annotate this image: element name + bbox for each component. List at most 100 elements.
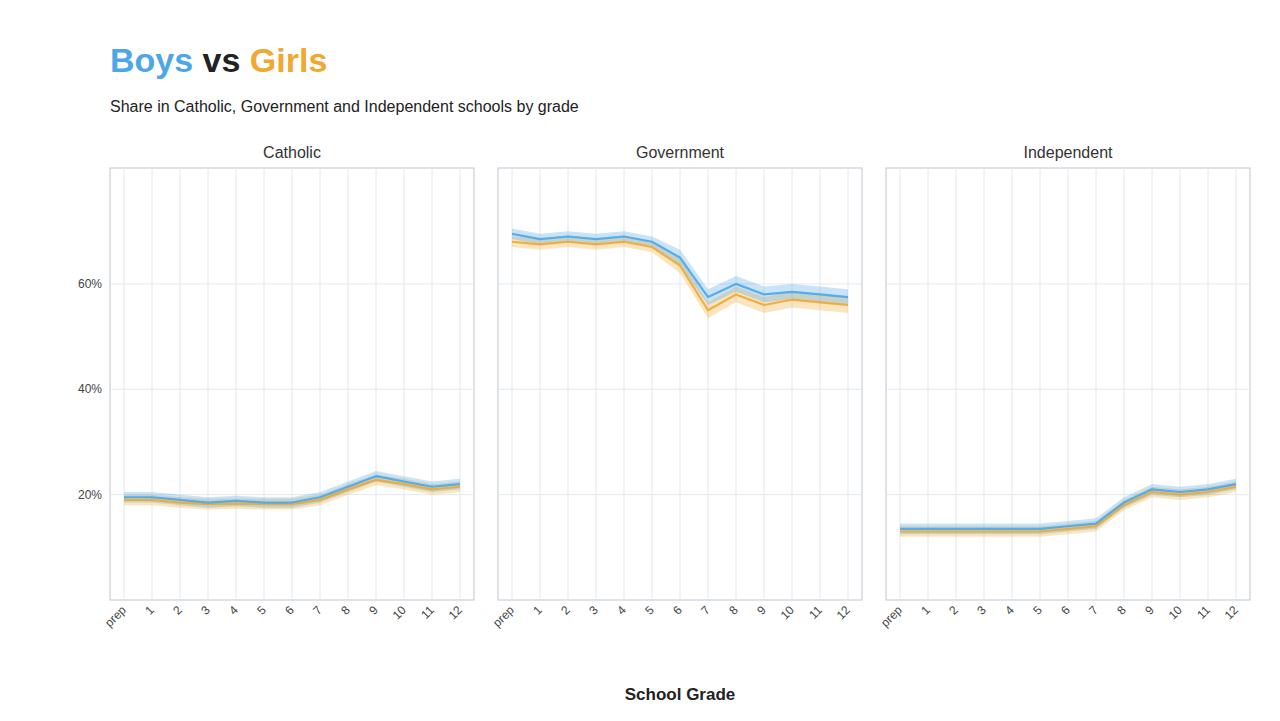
grid-line-x bbox=[292, 168, 293, 600]
panel: prep123456789101112Government bbox=[490, 144, 862, 630]
series-line bbox=[900, 484, 1236, 529]
x-tick-label: 12 bbox=[834, 603, 854, 623]
grid-line-x bbox=[404, 168, 405, 600]
grid-line-x bbox=[376, 168, 377, 600]
x-tick-label: 2 bbox=[170, 603, 185, 618]
grid-line-x bbox=[540, 168, 541, 600]
grid-line-x bbox=[236, 168, 237, 600]
x-tick-label: 10 bbox=[390, 603, 410, 623]
grid-line-x bbox=[736, 168, 737, 600]
grid-line-x bbox=[848, 168, 849, 600]
x-tick-label: 7 bbox=[698, 603, 713, 618]
x-tick-label: 8 bbox=[1114, 603, 1129, 618]
grid-line-x bbox=[792, 168, 793, 600]
x-tick-label: 2 bbox=[558, 603, 573, 618]
x-tick-label: 9 bbox=[754, 603, 769, 618]
x-tick-label: 12 bbox=[446, 603, 466, 623]
x-axis-label: School Grade bbox=[625, 685, 736, 704]
title-part: Girls bbox=[250, 41, 327, 79]
grid-line-x bbox=[460, 168, 461, 600]
title: Boys vs Girls bbox=[110, 41, 327, 79]
x-tick-label: 4 bbox=[226, 603, 241, 618]
page: {"chart_data": [ {"type": "line", "title… bbox=[0, 0, 1280, 721]
grid-line-x bbox=[820, 168, 821, 600]
plot-frame bbox=[498, 168, 862, 600]
x-tick-label: 11 bbox=[418, 603, 437, 622]
panel-title: Government bbox=[636, 144, 725, 161]
grid-line-x bbox=[1208, 168, 1209, 600]
marks bbox=[124, 471, 460, 509]
x-tick-label: 3 bbox=[974, 603, 989, 618]
x-tick-label: 7 bbox=[1086, 603, 1101, 618]
series-line bbox=[512, 242, 848, 310]
grid-line-x bbox=[680, 168, 681, 600]
x-tick-label: prep bbox=[490, 603, 517, 630]
x-tick-label: 12 bbox=[1222, 603, 1242, 623]
grid-line-x bbox=[432, 168, 433, 600]
grid-line-x bbox=[652, 168, 653, 600]
x-tick-label: 9 bbox=[366, 603, 381, 618]
x-tick-label: prep bbox=[102, 603, 129, 630]
x-tick-label: 6 bbox=[1058, 603, 1073, 618]
x-tick-label: 5 bbox=[642, 603, 657, 618]
panel-title: Catholic bbox=[263, 144, 321, 161]
grid-line-x bbox=[1096, 168, 1097, 600]
grid-line-x bbox=[764, 168, 765, 600]
grid-line-x bbox=[264, 168, 265, 600]
x-tick-label: 1 bbox=[918, 603, 933, 618]
title-part: Boys bbox=[110, 41, 193, 79]
panel-title: Independent bbox=[1024, 144, 1114, 161]
x-tick-label: 8 bbox=[726, 603, 741, 618]
x-tick-label: 1 bbox=[530, 603, 545, 618]
series-line bbox=[900, 487, 1236, 532]
plot-frame bbox=[110, 168, 474, 600]
series-line bbox=[512, 234, 848, 297]
grid-line-x bbox=[1236, 168, 1237, 600]
x-tick-label: 10 bbox=[1166, 603, 1186, 623]
x-tick-label: 5 bbox=[254, 603, 269, 618]
x-tick-label: 6 bbox=[670, 603, 685, 618]
x-tick-label: 3 bbox=[586, 603, 601, 618]
confidence-band bbox=[124, 471, 460, 508]
x-tick-label: 10 bbox=[778, 603, 798, 623]
x-tick-label: 6 bbox=[282, 603, 297, 618]
grid-line-x bbox=[1124, 168, 1125, 600]
confidence-band bbox=[512, 236, 848, 318]
y-tick-label: 60% bbox=[78, 277, 102, 291]
x-tick-label: 3 bbox=[198, 603, 213, 618]
grid-line-x bbox=[208, 168, 209, 600]
x-tick-label: 4 bbox=[1002, 603, 1017, 618]
grid-line-x bbox=[320, 168, 321, 600]
title-part: vs bbox=[193, 41, 250, 79]
plot-frame bbox=[886, 168, 1250, 600]
grid-line-x bbox=[1152, 168, 1153, 600]
grid-line-x bbox=[180, 168, 181, 600]
y-tick-label: 40% bbox=[78, 382, 102, 396]
x-tick-label: 5 bbox=[1030, 603, 1045, 618]
grid-line-x bbox=[1180, 168, 1181, 600]
x-tick-label: 9 bbox=[1142, 603, 1157, 618]
marks bbox=[512, 229, 848, 319]
chart: Boys vs Girls Share in Catholic, Governme… bbox=[0, 0, 1280, 721]
x-tick-label: 8 bbox=[338, 603, 353, 618]
x-tick-label: 1 bbox=[142, 603, 157, 618]
grid-line-x bbox=[1068, 168, 1069, 600]
grid-line-x bbox=[152, 168, 153, 600]
grid-line-x bbox=[124, 168, 125, 600]
y-tick-label: 20% bbox=[78, 488, 102, 502]
x-tick-label: 2 bbox=[946, 603, 961, 618]
grid-line-x bbox=[708, 168, 709, 600]
confidence-band bbox=[900, 479, 1236, 534]
subtitle: Share in Catholic, Government and Indepe… bbox=[110, 98, 579, 115]
x-tick-label: 11 bbox=[806, 603, 825, 622]
marks bbox=[900, 479, 1236, 537]
x-tick-label: 11 bbox=[1194, 603, 1213, 622]
panel: prep123456789101112Independent bbox=[878, 144, 1250, 630]
x-tick-label: 4 bbox=[614, 603, 629, 618]
panel: 20%40%60%prep123456789101112Catholic bbox=[78, 144, 474, 630]
x-tick-label: 7 bbox=[310, 603, 325, 618]
grid-line-x bbox=[596, 168, 597, 600]
series-line bbox=[124, 476, 460, 502]
grid-line-x bbox=[348, 168, 349, 600]
x-tick-label: prep bbox=[878, 603, 905, 630]
